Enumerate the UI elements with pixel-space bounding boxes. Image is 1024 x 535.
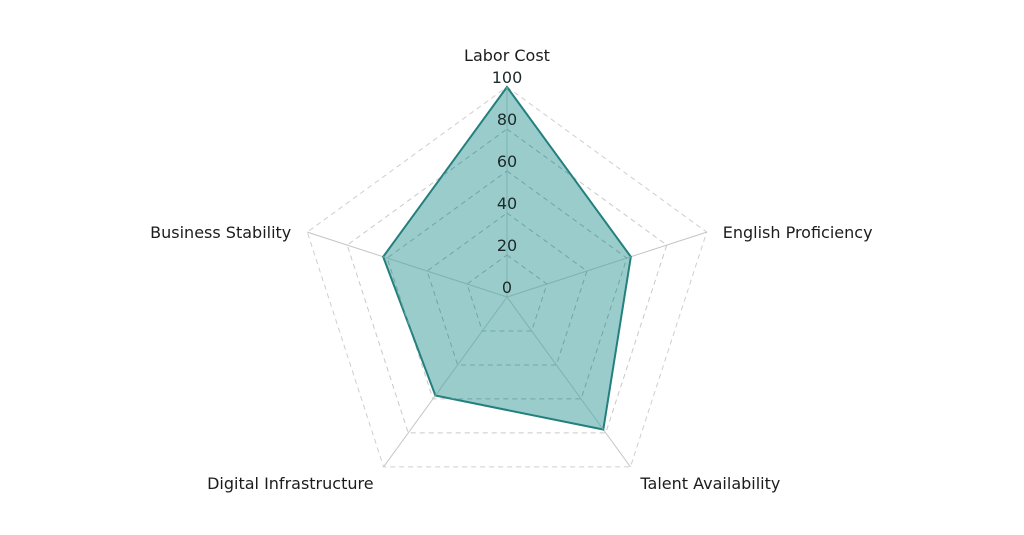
axis-line: [435, 296, 508, 396]
tick-label: 60: [497, 152, 517, 171]
tick-label: 40: [497, 194, 517, 213]
grid-ring-inner: [386, 170, 628, 400]
tick-label: 80: [497, 110, 517, 129]
grid-ring-inner: [426, 212, 588, 366]
axis-line: [506, 256, 631, 298]
grid-ring-100: [306, 86, 708, 468]
axis-lines-inside: [383, 87, 631, 430]
tick-label: 100: [492, 68, 523, 87]
tick-label: 0: [502, 278, 512, 297]
category-label-talent-availability: Talent Availability: [639, 474, 780, 493]
radial-tick-labels: 0 20 40 60 80 100: [492, 68, 523, 297]
axis-line: [383, 256, 508, 298]
category-label-business-stability: Business Stability: [150, 223, 291, 242]
category-label-labor-cost: Labor Cost: [464, 46, 550, 65]
category-label-english-proficiency: English Proficiency: [723, 223, 873, 242]
grid-ring-80: [346, 128, 668, 434]
category-labels: Labor Cost English Proficiency Talent Avai…: [150, 46, 872, 493]
axis-line: [506, 296, 604, 430]
category-label-digital-infrastructure: Digital Infrastructure: [207, 474, 373, 493]
tick-label: 20: [497, 236, 517, 255]
